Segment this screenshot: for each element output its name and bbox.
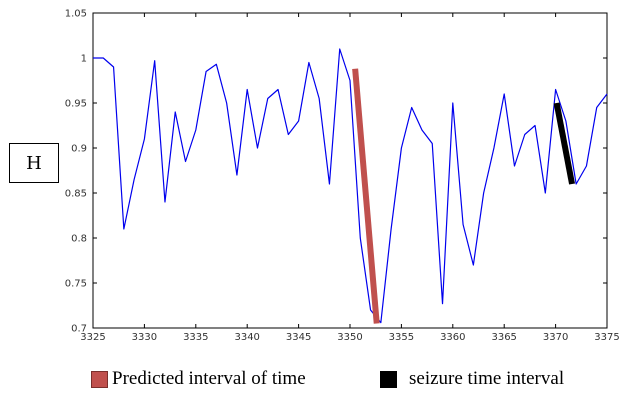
x-tick-label: 3365 <box>491 332 516 343</box>
x-tick-label: 3350 <box>337 332 362 343</box>
x-tick-label: 3340 <box>234 332 259 343</box>
y-tick-label: 1 <box>81 54 87 65</box>
legend-item-seizure: seizure time interval <box>380 368 564 390</box>
highlight-layer <box>352 68 575 324</box>
legend-swatch-seizure <box>380 370 397 388</box>
legend-item-predicted: Predicted interval of time <box>91 368 306 390</box>
y-tick-label: 0.85 <box>65 189 87 200</box>
x-tick-label: 3335 <box>183 332 208 343</box>
y-tick-label: 0.7 <box>71 324 87 335</box>
x-tick-label: 3375 <box>594 332 619 343</box>
legend-swatch-predicted <box>91 370 108 388</box>
legend: Predicted interval of time seizure time … <box>0 368 623 398</box>
x-tick-label: 3330 <box>132 332 157 343</box>
predicted-interval-segment <box>352 68 380 324</box>
y-axis-label: H <box>9 143 59 183</box>
x-tick-label: 3345 <box>286 332 311 343</box>
x-tick-label: 3355 <box>389 332 414 343</box>
x-tick-label: 3360 <box>440 332 465 343</box>
x-tick-label: 3370 <box>543 332 568 343</box>
y-tick-label: 0.8 <box>71 234 87 245</box>
legend-label-seizure: seizure time interval <box>409 368 565 389</box>
x-tick-label: 3325 <box>80 332 105 343</box>
y-tick-label: 0.95 <box>65 99 87 110</box>
plot-area-frame <box>92 12 608 329</box>
line-chart: 3325 3330 3335 3340 3345 3350 3355 3360 3365 3370… <box>65 9 620 344</box>
axis-ticks: 3325 3330 3335 3340 3345 3350 3355 3360 3365 3370… <box>65 9 620 344</box>
data-layer <box>93 48 608 324</box>
legend-label-predicted: Predicted interval of time <box>112 368 306 389</box>
y-tick-label: 1.05 <box>65 9 87 20</box>
seizure-interval-segment <box>553 102 575 185</box>
y-tick-label: 0.75 <box>65 279 87 290</box>
series-line <box>93 48 608 324</box>
y-tick-label: 0.9 <box>71 144 87 155</box>
